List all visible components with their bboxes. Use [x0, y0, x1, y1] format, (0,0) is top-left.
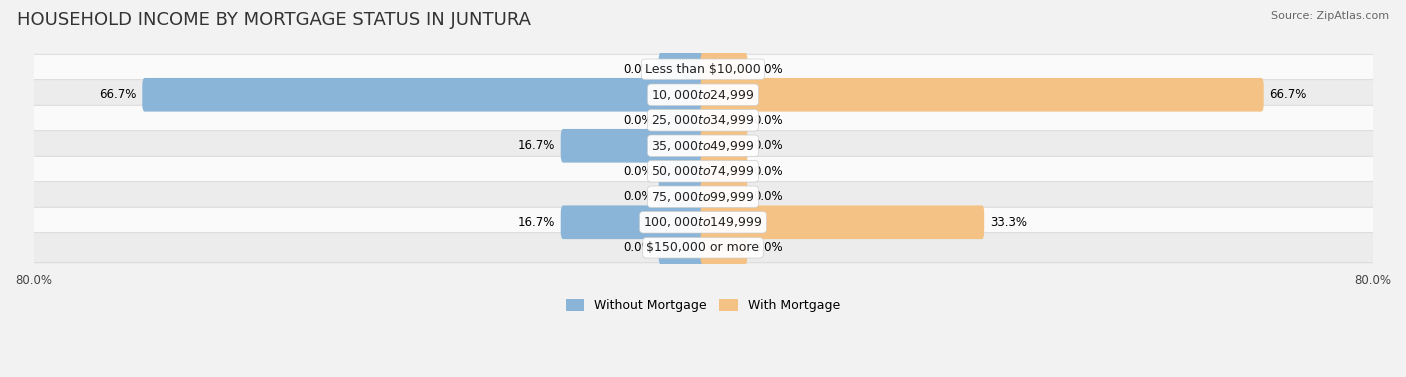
Text: Source: ZipAtlas.com: Source: ZipAtlas.com [1271, 11, 1389, 21]
Text: 66.7%: 66.7% [1270, 88, 1308, 101]
Text: 0.0%: 0.0% [754, 63, 783, 76]
FancyBboxPatch shape [28, 54, 1378, 84]
FancyBboxPatch shape [28, 182, 1378, 212]
Text: $25,000 to $34,999: $25,000 to $34,999 [651, 113, 755, 127]
Text: 0.0%: 0.0% [754, 190, 783, 203]
FancyBboxPatch shape [28, 156, 1378, 186]
Text: 66.7%: 66.7% [98, 88, 136, 101]
Text: $100,000 to $149,999: $100,000 to $149,999 [644, 215, 762, 229]
FancyBboxPatch shape [700, 52, 748, 86]
FancyBboxPatch shape [700, 180, 748, 214]
FancyBboxPatch shape [700, 205, 984, 239]
FancyBboxPatch shape [142, 78, 706, 112]
FancyBboxPatch shape [561, 205, 706, 239]
Text: 0.0%: 0.0% [754, 114, 783, 127]
FancyBboxPatch shape [700, 103, 748, 137]
FancyBboxPatch shape [28, 131, 1378, 161]
FancyBboxPatch shape [658, 103, 706, 137]
Text: 0.0%: 0.0% [623, 63, 652, 76]
FancyBboxPatch shape [700, 78, 1264, 112]
FancyBboxPatch shape [658, 180, 706, 214]
FancyBboxPatch shape [658, 231, 706, 265]
FancyBboxPatch shape [28, 105, 1378, 135]
Text: HOUSEHOLD INCOME BY MORTGAGE STATUS IN JUNTURA: HOUSEHOLD INCOME BY MORTGAGE STATUS IN J… [17, 11, 531, 29]
Text: 0.0%: 0.0% [754, 139, 783, 152]
FancyBboxPatch shape [700, 231, 748, 265]
Text: $75,000 to $99,999: $75,000 to $99,999 [651, 190, 755, 204]
FancyBboxPatch shape [700, 129, 748, 162]
FancyBboxPatch shape [658, 52, 706, 86]
FancyBboxPatch shape [28, 207, 1378, 237]
Text: $35,000 to $49,999: $35,000 to $49,999 [651, 139, 755, 153]
Text: Less than $10,000: Less than $10,000 [645, 63, 761, 76]
FancyBboxPatch shape [561, 129, 706, 162]
Text: 0.0%: 0.0% [623, 114, 652, 127]
Legend: Without Mortgage, With Mortgage: Without Mortgage, With Mortgage [561, 294, 845, 317]
FancyBboxPatch shape [28, 80, 1378, 110]
Text: 33.3%: 33.3% [990, 216, 1026, 229]
Text: $150,000 or more: $150,000 or more [647, 241, 759, 254]
Text: 16.7%: 16.7% [517, 216, 555, 229]
Text: 0.0%: 0.0% [623, 165, 652, 178]
Text: 0.0%: 0.0% [754, 165, 783, 178]
Text: 0.0%: 0.0% [623, 241, 652, 254]
Text: 0.0%: 0.0% [623, 190, 652, 203]
Text: $50,000 to $74,999: $50,000 to $74,999 [651, 164, 755, 178]
Text: 16.7%: 16.7% [517, 139, 555, 152]
Text: 0.0%: 0.0% [754, 241, 783, 254]
Text: $10,000 to $24,999: $10,000 to $24,999 [651, 88, 755, 102]
FancyBboxPatch shape [28, 233, 1378, 263]
FancyBboxPatch shape [700, 155, 748, 188]
FancyBboxPatch shape [658, 155, 706, 188]
